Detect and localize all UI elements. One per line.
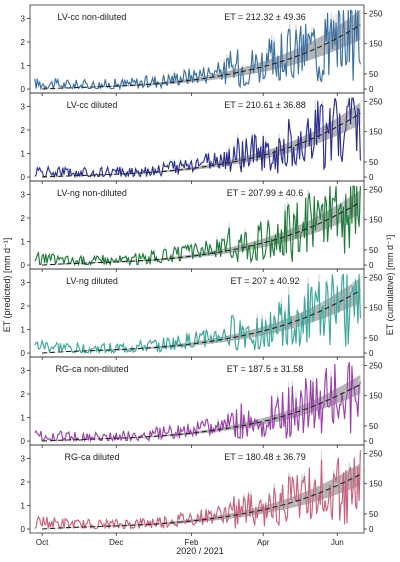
y-left-tick-label: 2 — [21, 302, 26, 311]
y-right-tick-label: 0 — [369, 85, 374, 94]
y-left-tick-label: 1 — [21, 501, 26, 510]
panel-label: LV-cc diluted — [67, 100, 118, 110]
y-right-tick-label: 150 — [369, 128, 383, 137]
panel-label: LV-ng diluted — [66, 276, 118, 286]
y-left-tick-label: 3 — [21, 366, 26, 375]
panel-3: 0 1 2 3 0 50 150 250 LV-ng non-diluted ET = 207.9… — [21, 180, 383, 272]
et-value-text: ET = 210.61 ± 36.88 — [224, 100, 306, 110]
daily-predicted-series — [34, 185, 361, 267]
cumulative-mean-line — [42, 383, 361, 442]
panel-4: 0 1 2 3 0 50 150 250 LV-ng diluted ET = 207 ± 40.… — [21, 268, 383, 360]
panel-frame — [29, 444, 365, 534]
y-right-tick-label: 150 — [369, 216, 383, 225]
y-right-tick-label: 50 — [369, 246, 378, 255]
y-left-tick-label: 1 — [21, 325, 26, 334]
y-axis-left-label: ET (predicted) [mm d⁻¹] — [2, 238, 12, 333]
x-tick-label: Feb — [185, 538, 199, 547]
y-right-tick-label: 250 — [369, 450, 383, 459]
y-right-tick-label: 0 — [369, 173, 374, 182]
y-right-tick-label: 0 — [369, 261, 374, 270]
y-right-tick-label: 0 — [369, 349, 374, 358]
y-right-tick-label: 250 — [369, 10, 383, 19]
y-right-tick-label: 0 — [369, 525, 374, 534]
daily-predicted-series — [34, 97, 361, 179]
et-value-text: ET = 212.32 ± 49.36 — [224, 12, 306, 22]
cumulative-band — [42, 10, 361, 89]
y-left-tick-label: 0 — [21, 261, 26, 270]
y-right-tick-label: 50 — [369, 422, 378, 431]
daily-predicted-series — [34, 450, 361, 530]
y-right-tick-label: 150 — [369, 304, 383, 313]
y-right-tick-label: 150 — [369, 40, 383, 49]
et-value-text: ET = 207 ± 40.92 — [230, 276, 299, 286]
panel-label: LV-cc non-diluted — [58, 12, 127, 22]
y-right-tick-label: 250 — [369, 98, 383, 107]
panel-2: 0 1 2 3 0 50 150 250 LV-cc diluted ET = 210.61 ± … — [21, 92, 383, 184]
y-right-tick-label: 50 — [369, 334, 378, 343]
panel-label: RG-ca non-diluted — [55, 364, 128, 374]
y-left-tick-label: 0 — [21, 85, 26, 94]
y-right-tick-label: 50 — [369, 158, 378, 167]
daily-predicted-series — [34, 362, 361, 443]
cumulative-mean-line — [42, 474, 361, 530]
daily-predicted-series — [34, 9, 361, 91]
x-tick-label: Jun — [331, 538, 344, 547]
x-tick-label: Apr — [257, 538, 270, 547]
y-left-tick-label: 2 — [21, 390, 26, 399]
y-right-tick-label: 50 — [369, 70, 378, 79]
y-right-tick-label: 150 — [369, 480, 383, 489]
panel-5: 0 1 2 3 0 50 150 250 RG-ca non-diluted ET = 187.5… — [21, 356, 383, 448]
panel-6: 0 1 2 3 0 50 150 250 RG-ca diluted ET = 180.48 ± … — [21, 444, 383, 547]
cumulative-band — [42, 102, 361, 177]
y-left-tick-label: 3 — [21, 14, 26, 23]
et-value-text: ET = 187.5 ± 31.58 — [227, 364, 304, 374]
y-left-tick-label: 0 — [21, 173, 26, 182]
y-left-tick-label: 1 — [21, 413, 26, 422]
y-left-tick-label: 2 — [21, 38, 26, 47]
y-left-tick-label: 2 — [21, 126, 26, 135]
y-axis-right-label: ET (cumulative) [mm d⁻¹] — [385, 235, 395, 336]
y-left-tick-label: 0 — [21, 525, 26, 534]
y-left-tick-label: 3 — [21, 190, 26, 199]
panel-label: RG-ca diluted — [64, 452, 119, 462]
y-left-tick-label: 1 — [21, 237, 26, 246]
y-left-tick-label: 1 — [21, 61, 26, 70]
y-left-tick-label: 0 — [21, 349, 26, 358]
y-right-tick-label: 250 — [369, 274, 383, 283]
x-axis-label: 2020 / 2021 — [176, 546, 224, 556]
panel-label: LV-ng non-diluted — [57, 188, 127, 198]
y-left-tick-label: 0 — [21, 437, 26, 446]
y-right-tick-label: 250 — [369, 186, 383, 195]
y-right-tick-label: 250 — [369, 362, 383, 371]
et-value-text: ET = 207.99 ± 40.6 — [227, 188, 304, 198]
x-tick-label: Dec — [109, 538, 123, 547]
x-tick-label: Oct — [36, 538, 49, 547]
y-left-tick-label: 3 — [21, 454, 26, 463]
y-left-tick-label: 2 — [21, 214, 26, 223]
y-left-tick-label: 2 — [21, 478, 26, 487]
et-value-text: ET = 180.48 ± 36.79 — [224, 452, 306, 462]
y-left-tick-label: 3 — [21, 102, 26, 111]
y-right-tick-label: 50 — [369, 510, 378, 519]
daily-predicted-series — [34, 273, 361, 355]
y-left-tick-label: 1 — [21, 149, 26, 158]
panel-1: 0 1 2 3 0 50 150 250 LV-cc non-diluted ET = 212.3… — [21, 4, 383, 96]
cumulative-band — [42, 190, 361, 265]
y-right-tick-label: 150 — [369, 392, 383, 401]
y-left-tick-label: 3 — [21, 278, 26, 287]
y-right-tick-label: 0 — [369, 437, 374, 446]
